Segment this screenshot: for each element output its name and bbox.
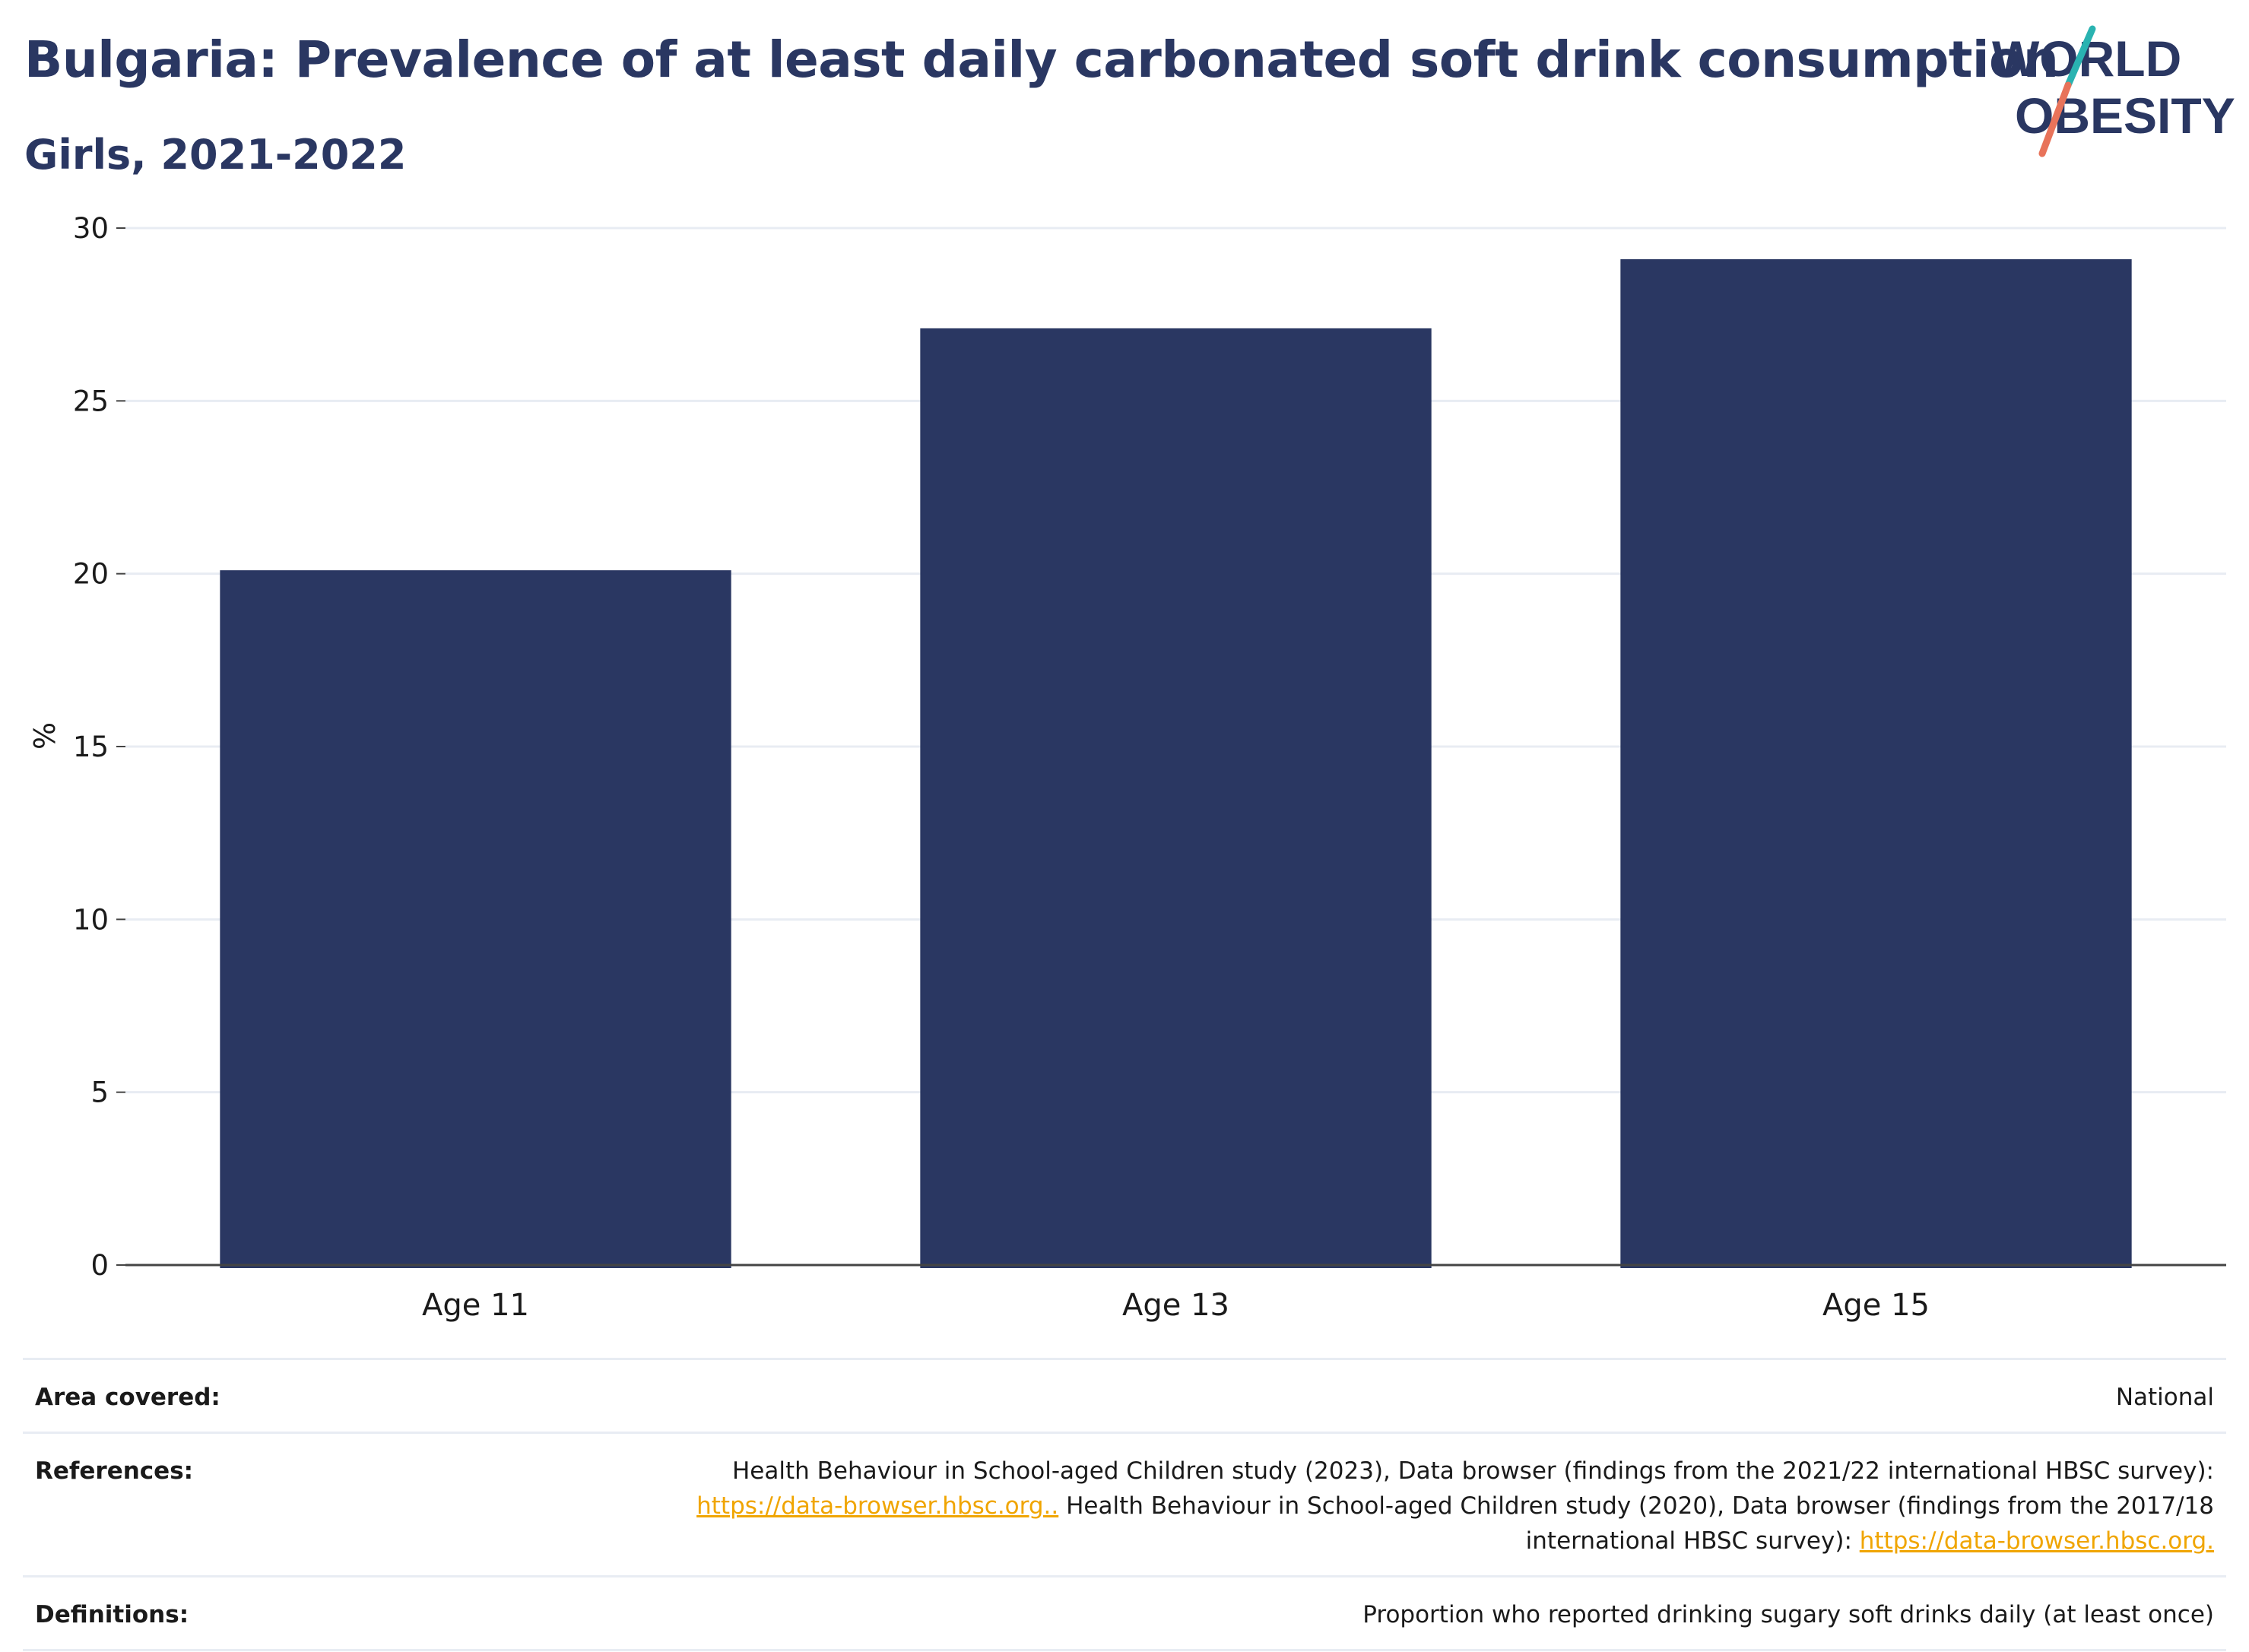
bars — [220, 258, 2132, 1269]
y-tick-label-30: 30 — [73, 212, 109, 245]
area-covered-label: Area covered: — [35, 1384, 220, 1411]
bar-chart: 0 5 10 15 20 25 30 Age 11 Age 13 Age 15 % — [28, 212, 2226, 1323]
x-tick-label-0: Age 11 — [422, 1288, 529, 1323]
y-tick-label-20: 20 — [73, 558, 109, 591]
logo-stripe-teal — [2064, 25, 2096, 89]
references-value: Health Behaviour in School-aged Children… — [351, 1433, 2226, 1577]
definitions-value: Proportion who reported drinking sugary … — [1362, 1601, 2214, 1628]
bar-age-15 — [1620, 258, 2132, 1268]
axes: 0 5 10 15 20 25 30 Age 11 Age 13 Age 15 — [73, 212, 2226, 1323]
bar-age-11 — [220, 570, 731, 1268]
references-text-1: Health Behaviour in School-aged Children… — [732, 1457, 2214, 1485]
definitions-label: Definitions: — [35, 1601, 189, 1628]
x-tick-label-2: Age 15 — [1822, 1288, 1930, 1323]
y-tick-label-5: 5 — [90, 1076, 109, 1109]
logo-stripe-coral — [2038, 81, 2072, 157]
info-row-references: References: Health Behaviour in School-a… — [23, 1432, 2226, 1577]
info-row-definitions: Definitions: Proportion who reported dri… — [23, 1576, 2226, 1650]
references-text-2: Health Behaviour in School-aged Children… — [1066, 1492, 2214, 1520]
y-tick-label-25: 25 — [73, 385, 109, 417]
area-covered-value: National — [2115, 1384, 2214, 1411]
y-tick-label-0: 0 — [90, 1249, 109, 1282]
y-tick-label-10: 10 — [73, 903, 109, 936]
references-link-1[interactable]: https://data-browser.hbsc.org.. — [696, 1492, 1059, 1520]
references-text-3: international HBSC survey): — [1525, 1527, 1852, 1555]
info-row-area: Area covered: National — [23, 1359, 2226, 1433]
chart-subtitle: Girls, 2021-2022 — [24, 131, 407, 179]
bar-age-13 — [920, 328, 1432, 1269]
y-axis-label: % — [28, 722, 62, 750]
references-link-2[interactable]: https://data-browser.hbsc.org. — [1859, 1527, 2214, 1555]
x-tick-label-1: Age 13 — [1122, 1288, 1229, 1323]
world-obesity-logo: WORLD OBESITY — [1992, 25, 2235, 157]
y-tick-label-15: 15 — [73, 731, 109, 763]
info-table: Area covered: National References: Healt… — [23, 1358, 2226, 1651]
chart-title: Bulgaria: Prevalence of at least daily c… — [24, 30, 2059, 89]
references-label: References: — [35, 1457, 194, 1485]
